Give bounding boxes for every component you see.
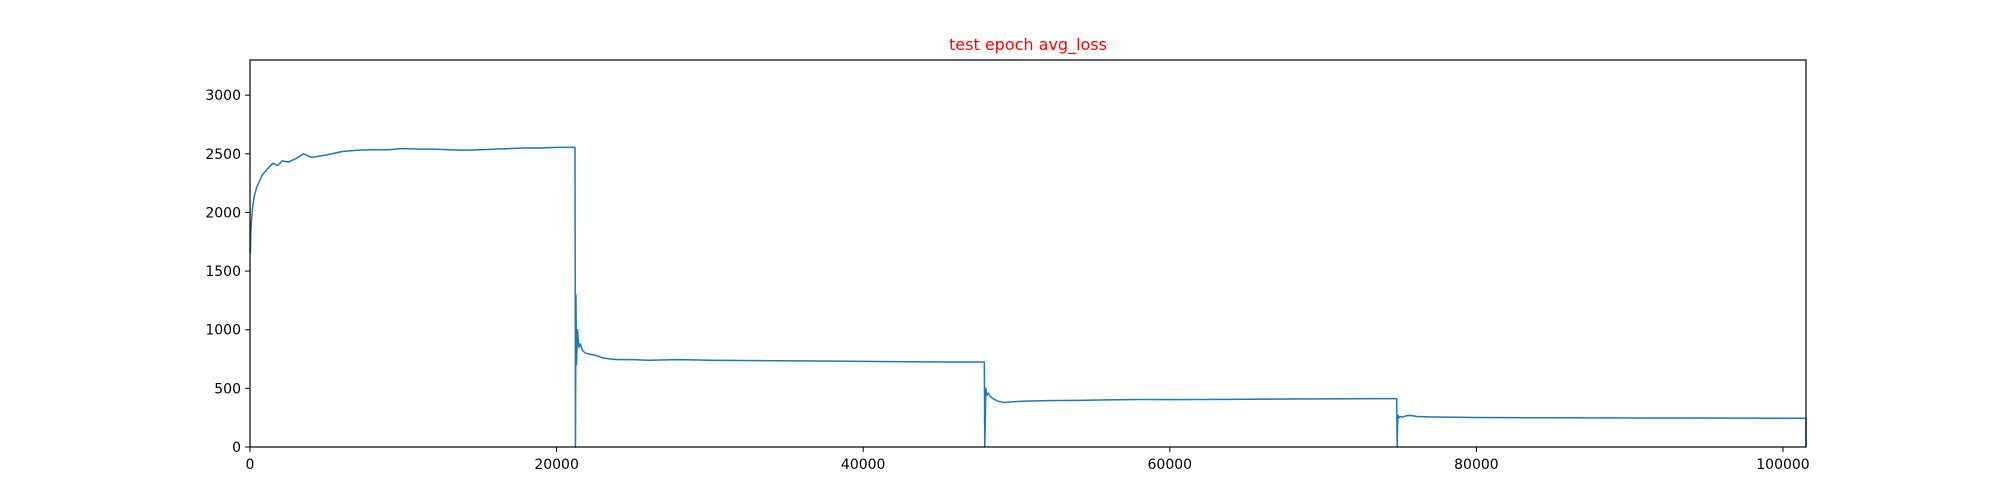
plot-frame (249, 59, 1807, 448)
series-line-0 (249, 146, 1807, 448)
x-tick-label: 80000 (1454, 457, 1499, 473)
y-tick-label: 3000 (205, 88, 241, 104)
chart-title: test epoch avg_loss (949, 35, 1107, 55)
x-tick-label: 20000 (534, 457, 579, 473)
x-tick-label: 40000 (841, 457, 886, 473)
x-tick-label: 100000 (1756, 457, 1809, 473)
y-tick-label: 1500 (205, 264, 241, 280)
y-tick-label: 0 (232, 440, 241, 456)
x-tick-label: 60000 (1148, 457, 1193, 473)
x-axis-ticks: 0 20000 40000 60000 80000 100000 (246, 447, 1810, 473)
y-tick-label: 500 (214, 381, 241, 397)
y-tick-label: 2000 (205, 205, 241, 221)
y-tick-label: 2500 (205, 147, 241, 163)
y-tick-label: 1000 (205, 323, 241, 339)
y-axis-ticks: 0 500 1000 1500 2000 2500 3000 (205, 88, 250, 456)
x-tick-label: 0 (246, 457, 255, 473)
series-layer (249, 146, 1807, 448)
